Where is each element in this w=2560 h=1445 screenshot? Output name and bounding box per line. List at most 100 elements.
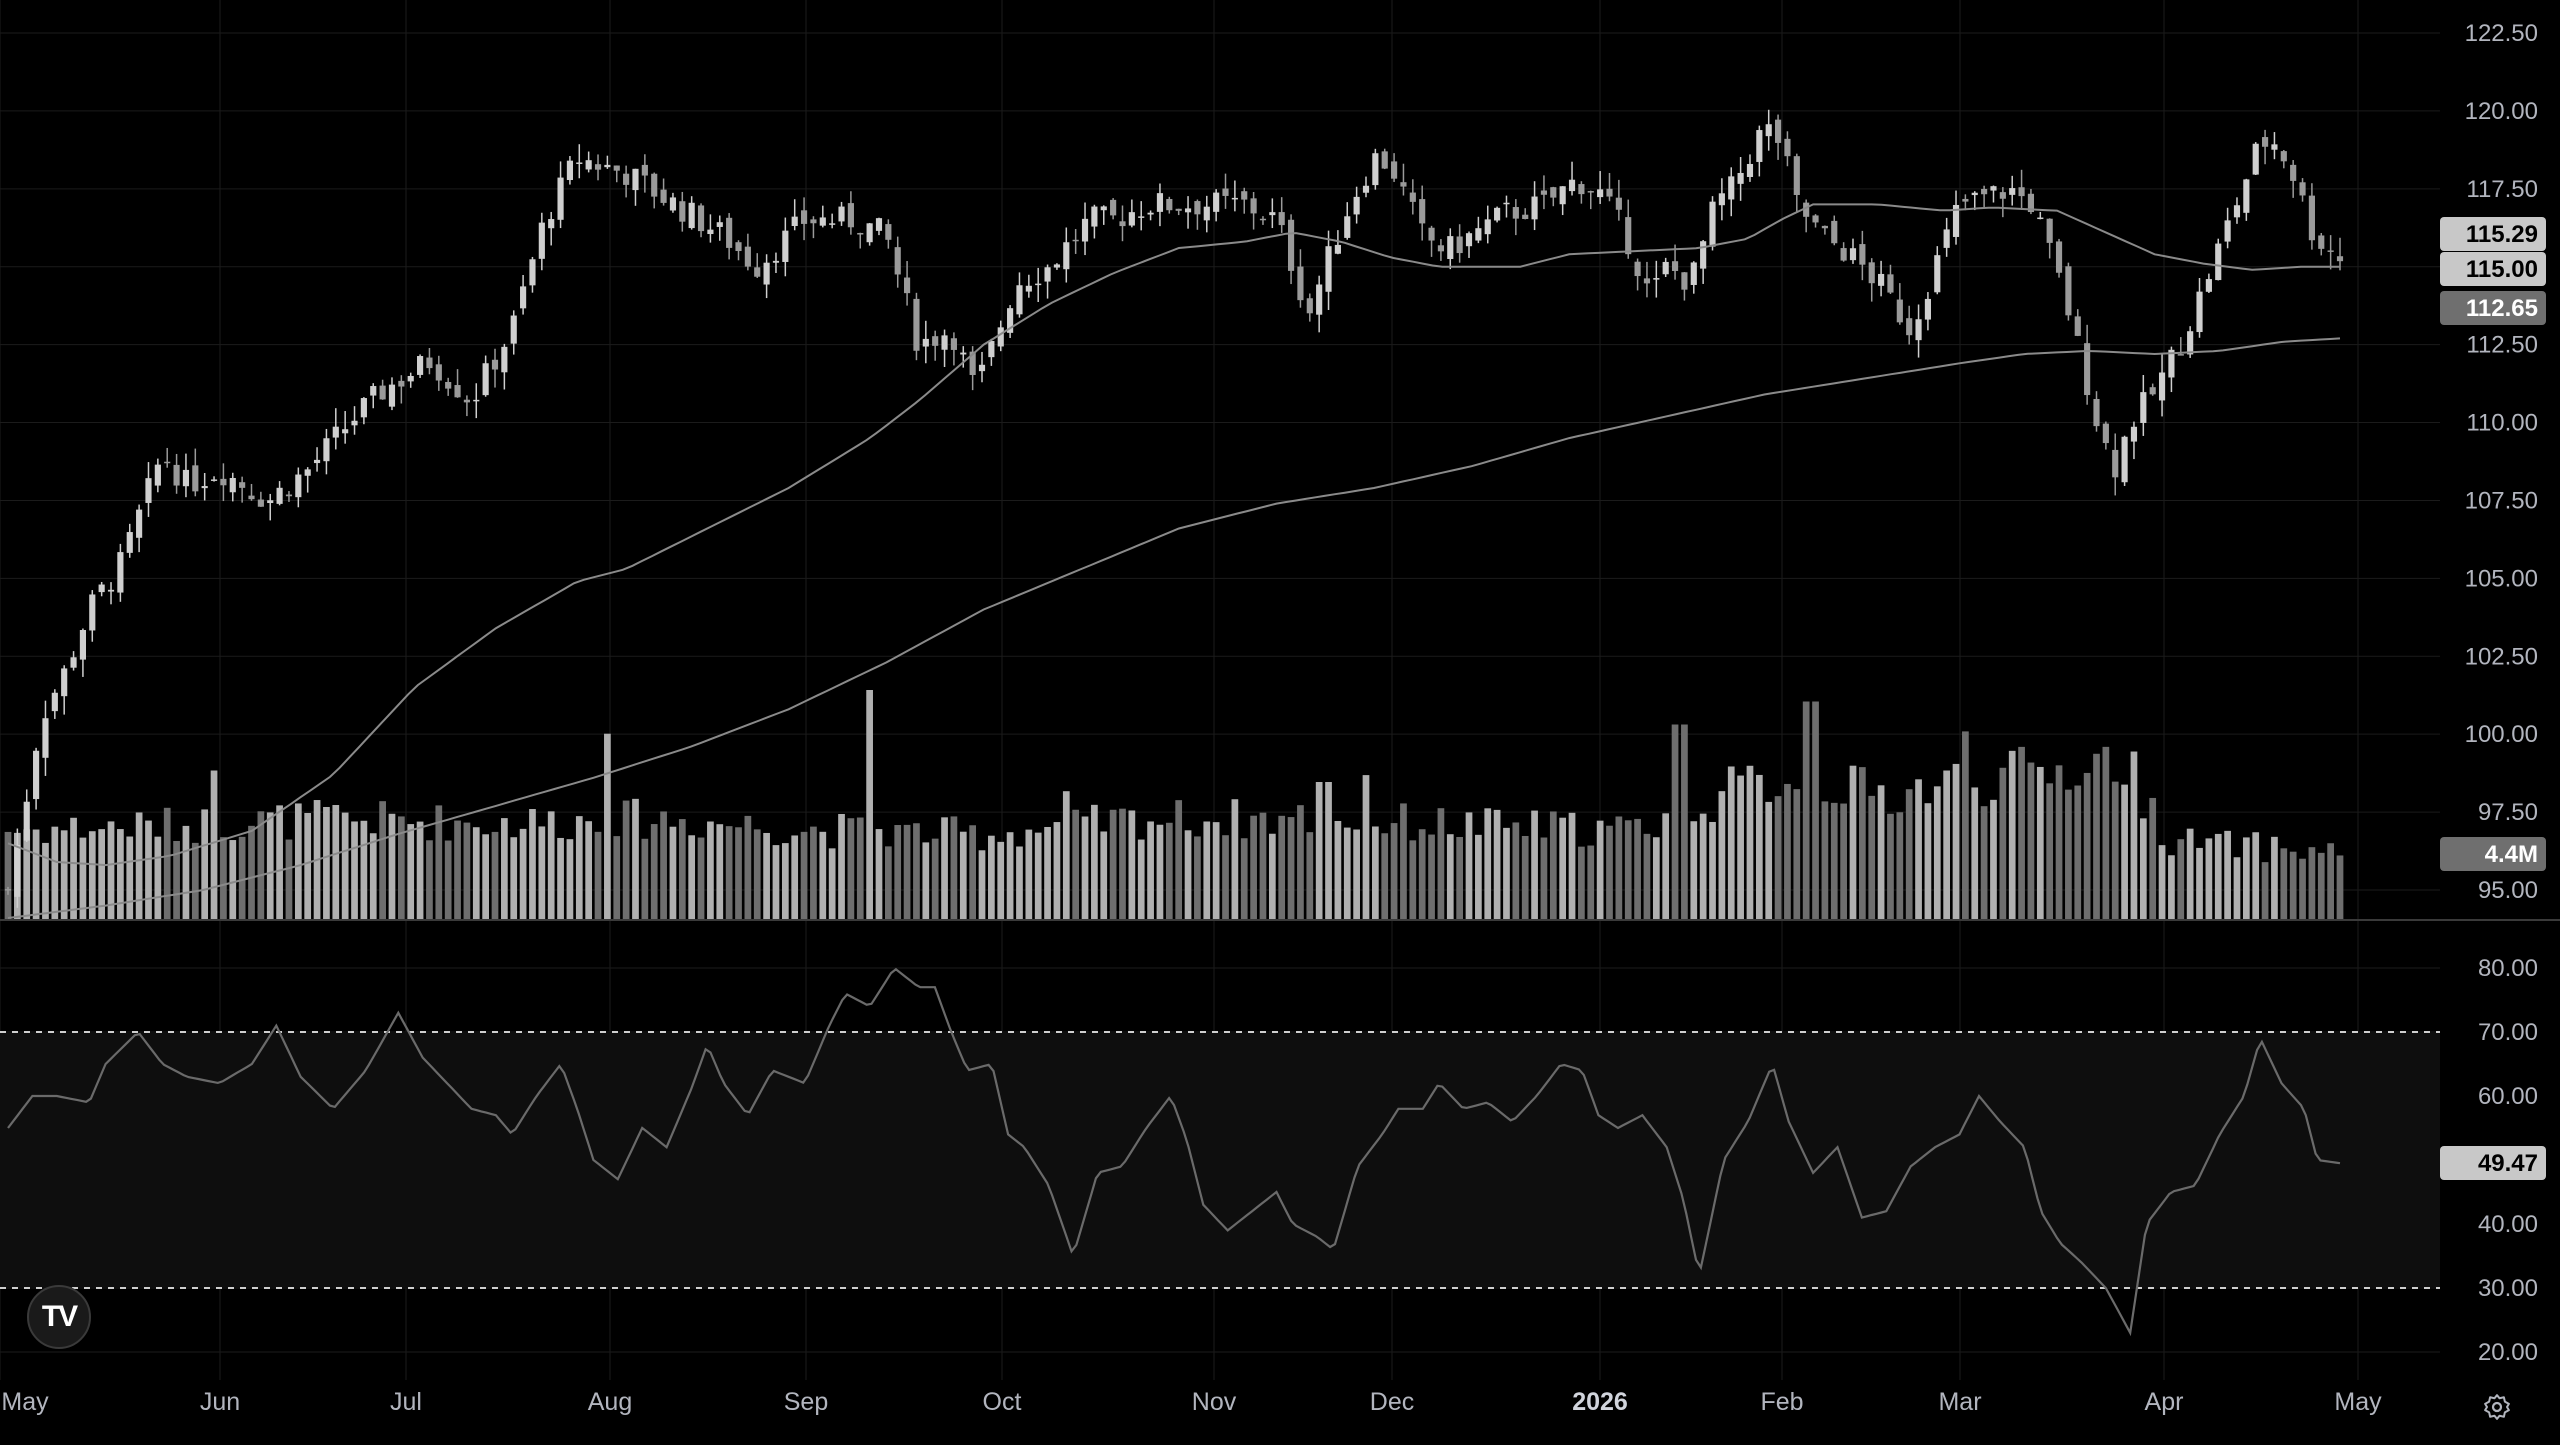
candle-body[interactable] xyxy=(520,286,527,309)
candle-body[interactable] xyxy=(1681,272,1688,290)
candle-body[interactable] xyxy=(407,375,414,382)
candle-body[interactable] xyxy=(1587,191,1594,193)
candle-body[interactable] xyxy=(1100,206,1107,211)
candle-body[interactable] xyxy=(2102,423,2109,444)
candle-body[interactable] xyxy=(435,364,442,381)
candle-body[interactable] xyxy=(1325,246,1332,292)
candle-body[interactable] xyxy=(1166,199,1173,211)
candle-body[interactable] xyxy=(1625,217,1632,255)
candle-body[interactable] xyxy=(1456,236,1463,254)
candle-body[interactable] xyxy=(782,230,789,262)
candle-body[interactable] xyxy=(2065,266,2072,316)
candle-body[interactable] xyxy=(641,164,648,176)
candle-body[interactable] xyxy=(1915,319,1922,341)
candle-body[interactable] xyxy=(613,165,620,171)
candle-body[interactable] xyxy=(754,267,761,277)
candle-body[interactable] xyxy=(42,718,49,758)
candle-body[interactable] xyxy=(482,363,489,396)
candle-body[interactable] xyxy=(651,173,658,197)
candle-body[interactable] xyxy=(1447,236,1454,260)
candle-body[interactable] xyxy=(1643,278,1651,284)
candle-body[interactable] xyxy=(1278,212,1285,226)
candle-body[interactable] xyxy=(548,219,555,229)
candle-body[interactable] xyxy=(98,584,105,593)
candle-body[interactable] xyxy=(866,223,873,243)
candle-body[interactable] xyxy=(2121,436,2128,483)
candle-body[interactable] xyxy=(1344,216,1351,238)
time-axis-label[interactable]: Apr xyxy=(2145,1388,2184,1416)
candle-body[interactable] xyxy=(2027,193,2035,213)
time-axis-label[interactable]: Mar xyxy=(1938,1388,1981,1416)
candle-body[interactable] xyxy=(398,380,405,387)
candle-body[interactable] xyxy=(960,352,967,355)
candle-body[interactable] xyxy=(726,217,733,248)
candle-body[interactable] xyxy=(1531,196,1538,220)
candle-body[interactable] xyxy=(1662,261,1669,275)
candle-body[interactable] xyxy=(201,486,208,489)
candle-body[interactable] xyxy=(1016,285,1023,315)
candle-body[interactable] xyxy=(632,168,639,191)
candle-body[interactable] xyxy=(1765,124,1772,137)
candle-body[interactable] xyxy=(1737,172,1744,184)
candle-body[interactable] xyxy=(342,429,349,434)
candle-body[interactable] xyxy=(2205,279,2212,292)
candle-body[interactable] xyxy=(426,357,433,369)
candle-body[interactable] xyxy=(1297,266,1304,301)
candle-body[interactable] xyxy=(2261,137,2269,147)
candle-body[interactable] xyxy=(2252,143,2259,175)
candle-body[interactable] xyxy=(79,630,87,660)
candle-body[interactable] xyxy=(1671,261,1679,271)
time-axis-label[interactable]: Oct xyxy=(983,1388,1022,1416)
candle-body[interactable] xyxy=(370,386,377,396)
candle-body[interactable] xyxy=(1962,198,1969,202)
candle-body[interactable] xyxy=(1231,197,1238,200)
candle-body[interactable] xyxy=(2093,398,2100,427)
candle-body[interactable] xyxy=(276,487,283,504)
candle-body[interactable] xyxy=(904,277,911,294)
candle-body[interactable] xyxy=(1053,264,1061,268)
candle-body[interactable] xyxy=(978,364,986,372)
candle-body[interactable] xyxy=(510,315,517,344)
candle-body[interactable] xyxy=(1110,199,1117,216)
candle-body[interactable] xyxy=(1774,119,1782,143)
candle-body[interactable] xyxy=(1653,278,1660,280)
time-axis-label[interactable]: Jun xyxy=(200,1388,240,1416)
candle-body[interactable] xyxy=(51,692,58,712)
candle-body[interactable] xyxy=(2224,220,2231,242)
candle-body[interactable] xyxy=(1025,285,1032,292)
candle-body[interactable] xyxy=(417,356,424,375)
candle-body[interactable] xyxy=(1522,214,1529,220)
candle-body[interactable] xyxy=(473,399,480,402)
candle-body[interactable] xyxy=(744,246,751,267)
candle-body[interactable] xyxy=(1147,212,1154,215)
candle-body[interactable] xyxy=(1784,138,1791,157)
rsi-axis[interactable]: 80.00 70.00 60.00 40.00 30.00 20.00 xyxy=(2478,955,2538,1366)
candle-body[interactable] xyxy=(791,216,798,226)
candle-body[interactable] xyxy=(585,160,592,170)
candle-body[interactable] xyxy=(2177,354,2184,356)
time-axis[interactable]: May Jun Jul Aug Sep Oct Nov Dec 2026 Feb Mar Apr May xyxy=(1,1388,2382,1416)
candle-body[interactable] xyxy=(1138,216,1145,218)
candle-body[interactable] xyxy=(1906,318,1913,336)
price-axis[interactable]: 122.50 120.00 117.50 115.00 112.50 110.00 107.… xyxy=(2465,20,2538,904)
candle-body[interactable] xyxy=(1615,197,1622,210)
candle-body[interactable] xyxy=(388,384,396,407)
candle-body[interactable] xyxy=(2037,217,2044,220)
candle-body[interactable] xyxy=(2196,291,2203,333)
candle-body[interactable] xyxy=(913,298,920,351)
candle-body[interactable] xyxy=(1400,182,1407,187)
candle-body[interactable] xyxy=(1391,161,1398,179)
candle-body[interactable] xyxy=(1709,201,1716,247)
candle-body[interactable] xyxy=(239,482,246,488)
candle-body[interactable] xyxy=(735,242,742,252)
candle-body[interactable] xyxy=(688,202,695,229)
candle-body[interactable] xyxy=(1634,261,1641,277)
candle-body[interactable] xyxy=(772,260,780,263)
candle-body[interactable] xyxy=(1803,202,1810,217)
candle-body[interactable] xyxy=(313,459,321,464)
candle-body[interactable] xyxy=(1859,244,1866,265)
candle-body[interactable] xyxy=(669,197,677,211)
candle-body[interactable] xyxy=(885,224,892,240)
candle-body[interactable] xyxy=(1372,153,1379,186)
candle-body[interactable] xyxy=(1550,187,1557,198)
